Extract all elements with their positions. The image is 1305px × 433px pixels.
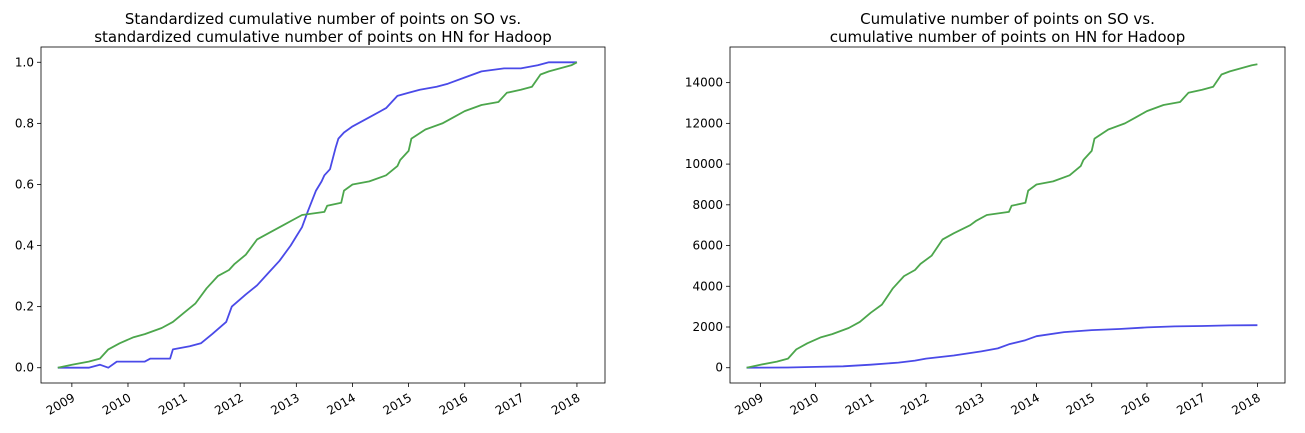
plot-area — [746, 63, 1258, 369]
y-tick-label: 2000 — [692, 320, 723, 334]
y-tick-label: 1.0 — [15, 55, 34, 69]
y-tick-label: 0 — [715, 361, 723, 375]
y-tick-label: 8000 — [692, 198, 723, 212]
series-line-1 — [746, 324, 1258, 369]
x-tick-label: 2010 — [788, 390, 821, 417]
x-tick-label: 2015 — [1064, 390, 1097, 417]
x-tick-label: 2014 — [1009, 390, 1042, 417]
x-tick-label: 2012 — [898, 390, 931, 417]
y-tick-label: 0.6 — [15, 177, 34, 191]
x-tick-label: 2016 — [1119, 390, 1152, 417]
chart-2: Cumulative number of points on SO vs.cum… — [685, 10, 1286, 418]
x-tick-label: 2013 — [268, 390, 301, 417]
x-tick-label: 2017 — [1174, 390, 1207, 417]
series-line-1 — [57, 61, 577, 369]
x-tick-label: 2018 — [1229, 390, 1262, 417]
y-tick-label: 0.4 — [15, 239, 34, 253]
x-tick-label: 2013 — [953, 390, 986, 417]
x-tick-label: 2011 — [156, 390, 189, 417]
x-tick-label: 2009 — [732, 390, 765, 417]
x-tick-label: 2012 — [212, 390, 245, 417]
chart-title-line: Cumulative number of points on SO vs. — [860, 10, 1155, 28]
y-tick-label: 0.2 — [15, 300, 34, 314]
x-tick-label: 2015 — [381, 390, 414, 417]
x-tick-label: 2016 — [437, 390, 470, 417]
chart-title-line: cumulative number of points on HN for Ha… — [830, 28, 1186, 46]
axes-frame — [40, 46, 606, 384]
y-tick-label: 0.0 — [15, 361, 34, 375]
x-tick-label: 2017 — [493, 390, 526, 417]
plot-area — [57, 61, 578, 369]
y-tick-label: 12000 — [685, 116, 723, 130]
axes-frame — [729, 46, 1286, 384]
y-tick-label: 14000 — [685, 76, 723, 90]
chart-title-line: standardized cumulative number of points… — [94, 28, 552, 46]
y-tick-label: 0.8 — [15, 116, 34, 130]
x-tick-label: 2018 — [549, 390, 582, 417]
y-tick-label: 4000 — [692, 279, 723, 293]
x-tick-label: 2009 — [44, 390, 77, 417]
x-tick-label: 2010 — [100, 390, 133, 417]
y-tick-label: 6000 — [692, 239, 723, 253]
y-tick-label: 10000 — [685, 157, 723, 171]
x-tick-label: 2011 — [843, 390, 876, 417]
chart-1: Standardized cumulative number of points… — [15, 10, 606, 418]
x-tick-label: 2014 — [325, 390, 358, 417]
series-line-2 — [746, 63, 1258, 369]
chart-title-line: Standardized cumulative number of points… — [125, 10, 521, 28]
series-line-2 — [57, 61, 578, 369]
